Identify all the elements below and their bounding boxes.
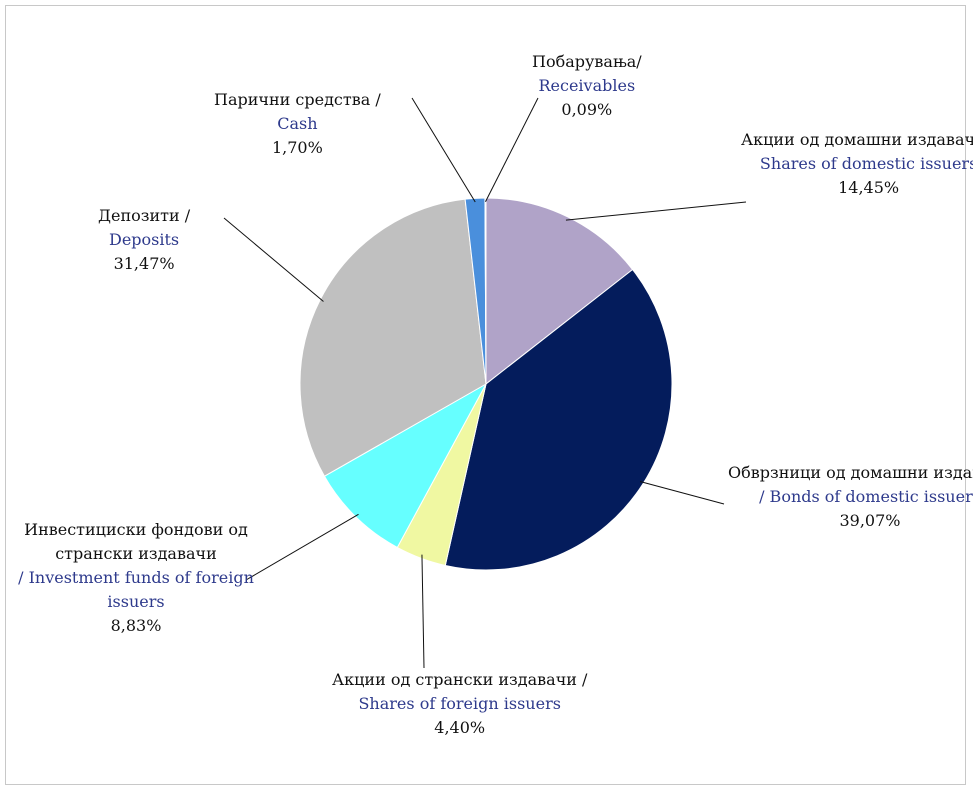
slice-label-cash: Парични средства / Cash 1,70% (214, 88, 381, 160)
slice-label-mk: Побарувања/ (532, 52, 642, 71)
leader-line-cash (411, 97, 476, 203)
slice-value-label: 14,45% (838, 178, 900, 197)
slice-value-label: 0,09% (561, 100, 613, 119)
pie-chart (223, 97, 747, 669)
slice-label-mk: Акции од странски издавачи / (332, 670, 588, 689)
pie-slices (299, 197, 673, 571)
pie-slice-investment-funds (323, 382, 488, 549)
slice-label-mk: Парични средства / (214, 90, 381, 109)
slice-value-label: 31,47% (113, 254, 175, 273)
slice-label-bonds-domestic: Обврзници од домашни издавачи / Bonds of… (728, 461, 973, 533)
slice-label-en: Receivables (538, 76, 636, 95)
leader-line-bonds-domestic (639, 481, 725, 505)
slice-value-label: 8,83% (110, 616, 162, 635)
slice-value-label: 4,40% (434, 718, 486, 737)
leader-line-shares-foreign (421, 554, 425, 669)
slice-label-en: / Bonds of domestic issuers (759, 487, 973, 506)
slice-value-label: 39,07% (839, 511, 901, 530)
slice-label-deposits: Депозити / Deposits 31,47% (98, 204, 190, 276)
slice-label-mk: Обврзници од домашни издавачи (728, 463, 973, 482)
slice-label-mk: Инвестициски фондови од странски издавач… (24, 520, 248, 563)
pie-slice-deposits (299, 198, 487, 477)
slice-label-shares-domestic: Акции од домашни издавачи / Shares of do… (741, 128, 973, 200)
slice-value-label: 1,70% (271, 138, 323, 157)
slice-label-en: Shares of foreign issuers (358, 694, 561, 713)
slice-label-receivables: Побарувања/ Receivables 0,09% (532, 50, 642, 122)
slice-label-shares-foreign: Акции од странски издавачи / Shares of f… (332, 668, 587, 740)
pie-slice-receivables (484, 197, 487, 385)
slice-label-en: Cash (277, 114, 318, 133)
leader-lines (223, 97, 747, 669)
slice-label-en: Shares of domestic issuers (759, 154, 973, 173)
leader-line-receivables (485, 97, 539, 202)
pie-slice-bonds-domestic (444, 268, 673, 571)
pie-slice-shares-domestic (485, 197, 634, 386)
slice-label-mk: Акции од домашни издавачи / (741, 130, 973, 149)
slice-label-mk: Депозити / (98, 206, 191, 225)
leader-line-investment-funds (245, 513, 359, 581)
leader-line-deposits (223, 217, 324, 302)
leader-line-shares-domestic (565, 201, 747, 221)
slice-label-investment-funds: Инвестициски фондови од странски издавач… (16, 518, 256, 638)
chart-frame: Акции од домашни издавачи / Shares of do… (5, 5, 973, 785)
slice-label-en: Deposits (109, 230, 180, 249)
slice-label-en: / Investment funds of foreign issuers (18, 568, 254, 611)
